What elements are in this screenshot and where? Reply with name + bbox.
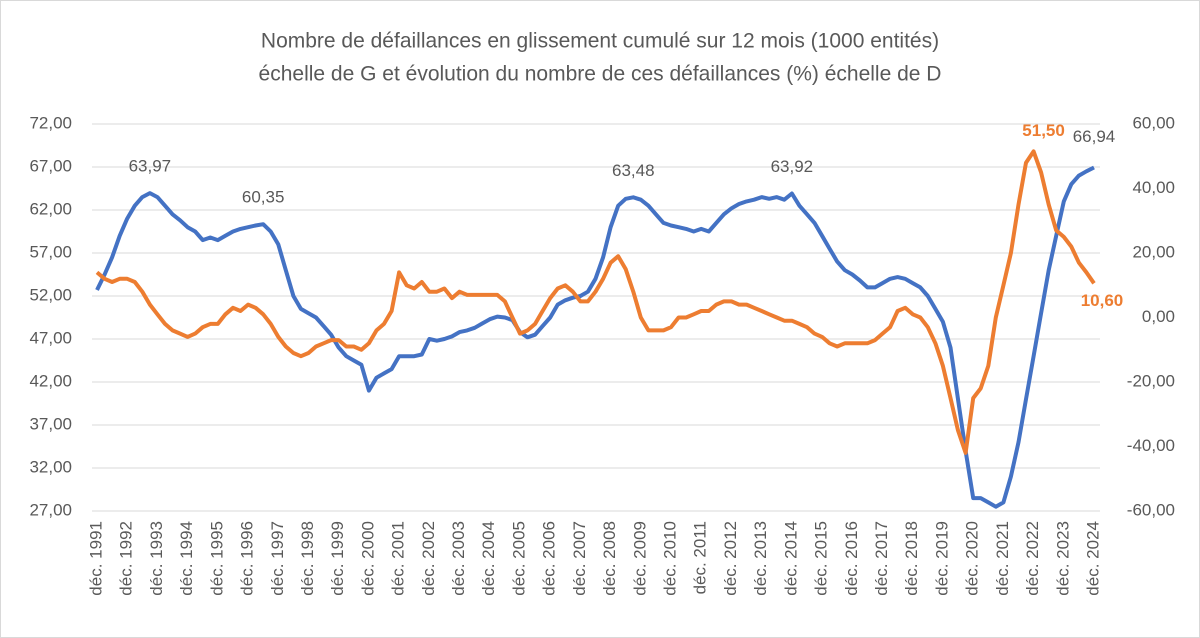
data-label: 63,48 [612, 161, 655, 180]
y2-tick-label: 60,00 [1132, 113, 1175, 132]
data-label: 63,97 [129, 157, 172, 176]
y-tick-label: 72,00 [29, 113, 72, 132]
x-tick-label: déc. 2003 [449, 521, 468, 596]
x-tick-label: déc. 2020 [963, 521, 982, 596]
data-label: 10,60 [1081, 291, 1124, 310]
x-tick-label: déc. 2015 [812, 521, 831, 596]
x-tick-label: déc. 1991 [86, 521, 105, 596]
x-tick-label: déc. 2023 [1053, 521, 1072, 596]
x-tick-label: déc. 2019 [932, 521, 951, 596]
data-line [95, 149, 1096, 455]
y-tick-label: 47,00 [29, 328, 72, 347]
x-tick-label: déc. 2012 [721, 521, 740, 596]
y-tick-label: 32,00 [29, 457, 72, 476]
y-tick-label: 37,00 [29, 414, 72, 433]
x-tick-label: déc. 1995 [207, 521, 226, 596]
x-tick-label: déc. 2002 [419, 521, 438, 596]
x-tick-label: déc. 2018 [902, 521, 921, 596]
x-tick-label: déc. 2001 [389, 521, 408, 596]
y2-tick-label: -40,00 [1127, 436, 1175, 455]
data-line [95, 165, 1095, 509]
chart-subtitle: échelle de G et évolution du nombre de c… [259, 63, 942, 86]
x-tick-label: déc. 1992 [117, 521, 136, 596]
x-tick-label: déc. 2013 [751, 521, 770, 596]
data-label: 60,35 [242, 188, 285, 207]
y-tick-label: 52,00 [29, 285, 72, 304]
x-tick-label: déc. 2016 [842, 521, 861, 596]
y-tick-label: 62,00 [29, 199, 72, 218]
chart-title: Nombre de défaillances en glissement cum… [261, 30, 939, 53]
x-tick-label: déc. 2005 [509, 521, 528, 596]
x-tick-label: déc. 2022 [1023, 521, 1042, 596]
x-tick-label: déc. 1997 [268, 521, 287, 596]
x-tick-label: déc. 2009 [630, 521, 649, 596]
x-tick-label: déc. 2007 [570, 521, 589, 596]
y-tick-label: 42,00 [29, 371, 72, 390]
x-tick-label: déc. 2024 [1083, 521, 1102, 596]
x-tick-label: déc. 2011 [691, 521, 710, 594]
y-tick-label: 57,00 [29, 242, 72, 261]
y2-tick-label: -20,00 [1127, 371, 1175, 390]
y-tick-label: 27,00 [29, 500, 72, 519]
y-tick-label: 67,00 [29, 156, 72, 175]
x-tick-label: déc. 2008 [600, 521, 619, 596]
x-tick-label: déc. 1999 [328, 521, 347, 596]
data-label: 66,94 [1073, 127, 1116, 146]
x-tick-label: déc. 2021 [993, 521, 1012, 596]
y2-tick-label: 20,00 [1132, 242, 1175, 261]
x-tick-label: déc. 1998 [298, 521, 317, 596]
x-tick-label: déc. 2006 [540, 521, 559, 596]
x-tick-label: déc. 1994 [177, 521, 196, 596]
y2-tick-label: -60,00 [1127, 500, 1175, 519]
x-tick-label: déc. 1993 [147, 521, 166, 596]
x-tick-label: déc. 2000 [358, 521, 377, 596]
x-tick-label: déc. 1996 [238, 521, 257, 596]
x-tick-label: déc. 2017 [872, 521, 891, 596]
y2-tick-label: 40,00 [1132, 178, 1175, 197]
data-label: 63,92 [771, 157, 814, 176]
x-tick-label: déc. 2004 [479, 521, 498, 596]
data-label: 51,50 [1022, 121, 1065, 140]
x-tick-label: déc. 2014 [781, 521, 800, 596]
y2-tick-label: 0,00 [1142, 307, 1175, 326]
x-tick-label: déc. 2010 [661, 521, 680, 596]
